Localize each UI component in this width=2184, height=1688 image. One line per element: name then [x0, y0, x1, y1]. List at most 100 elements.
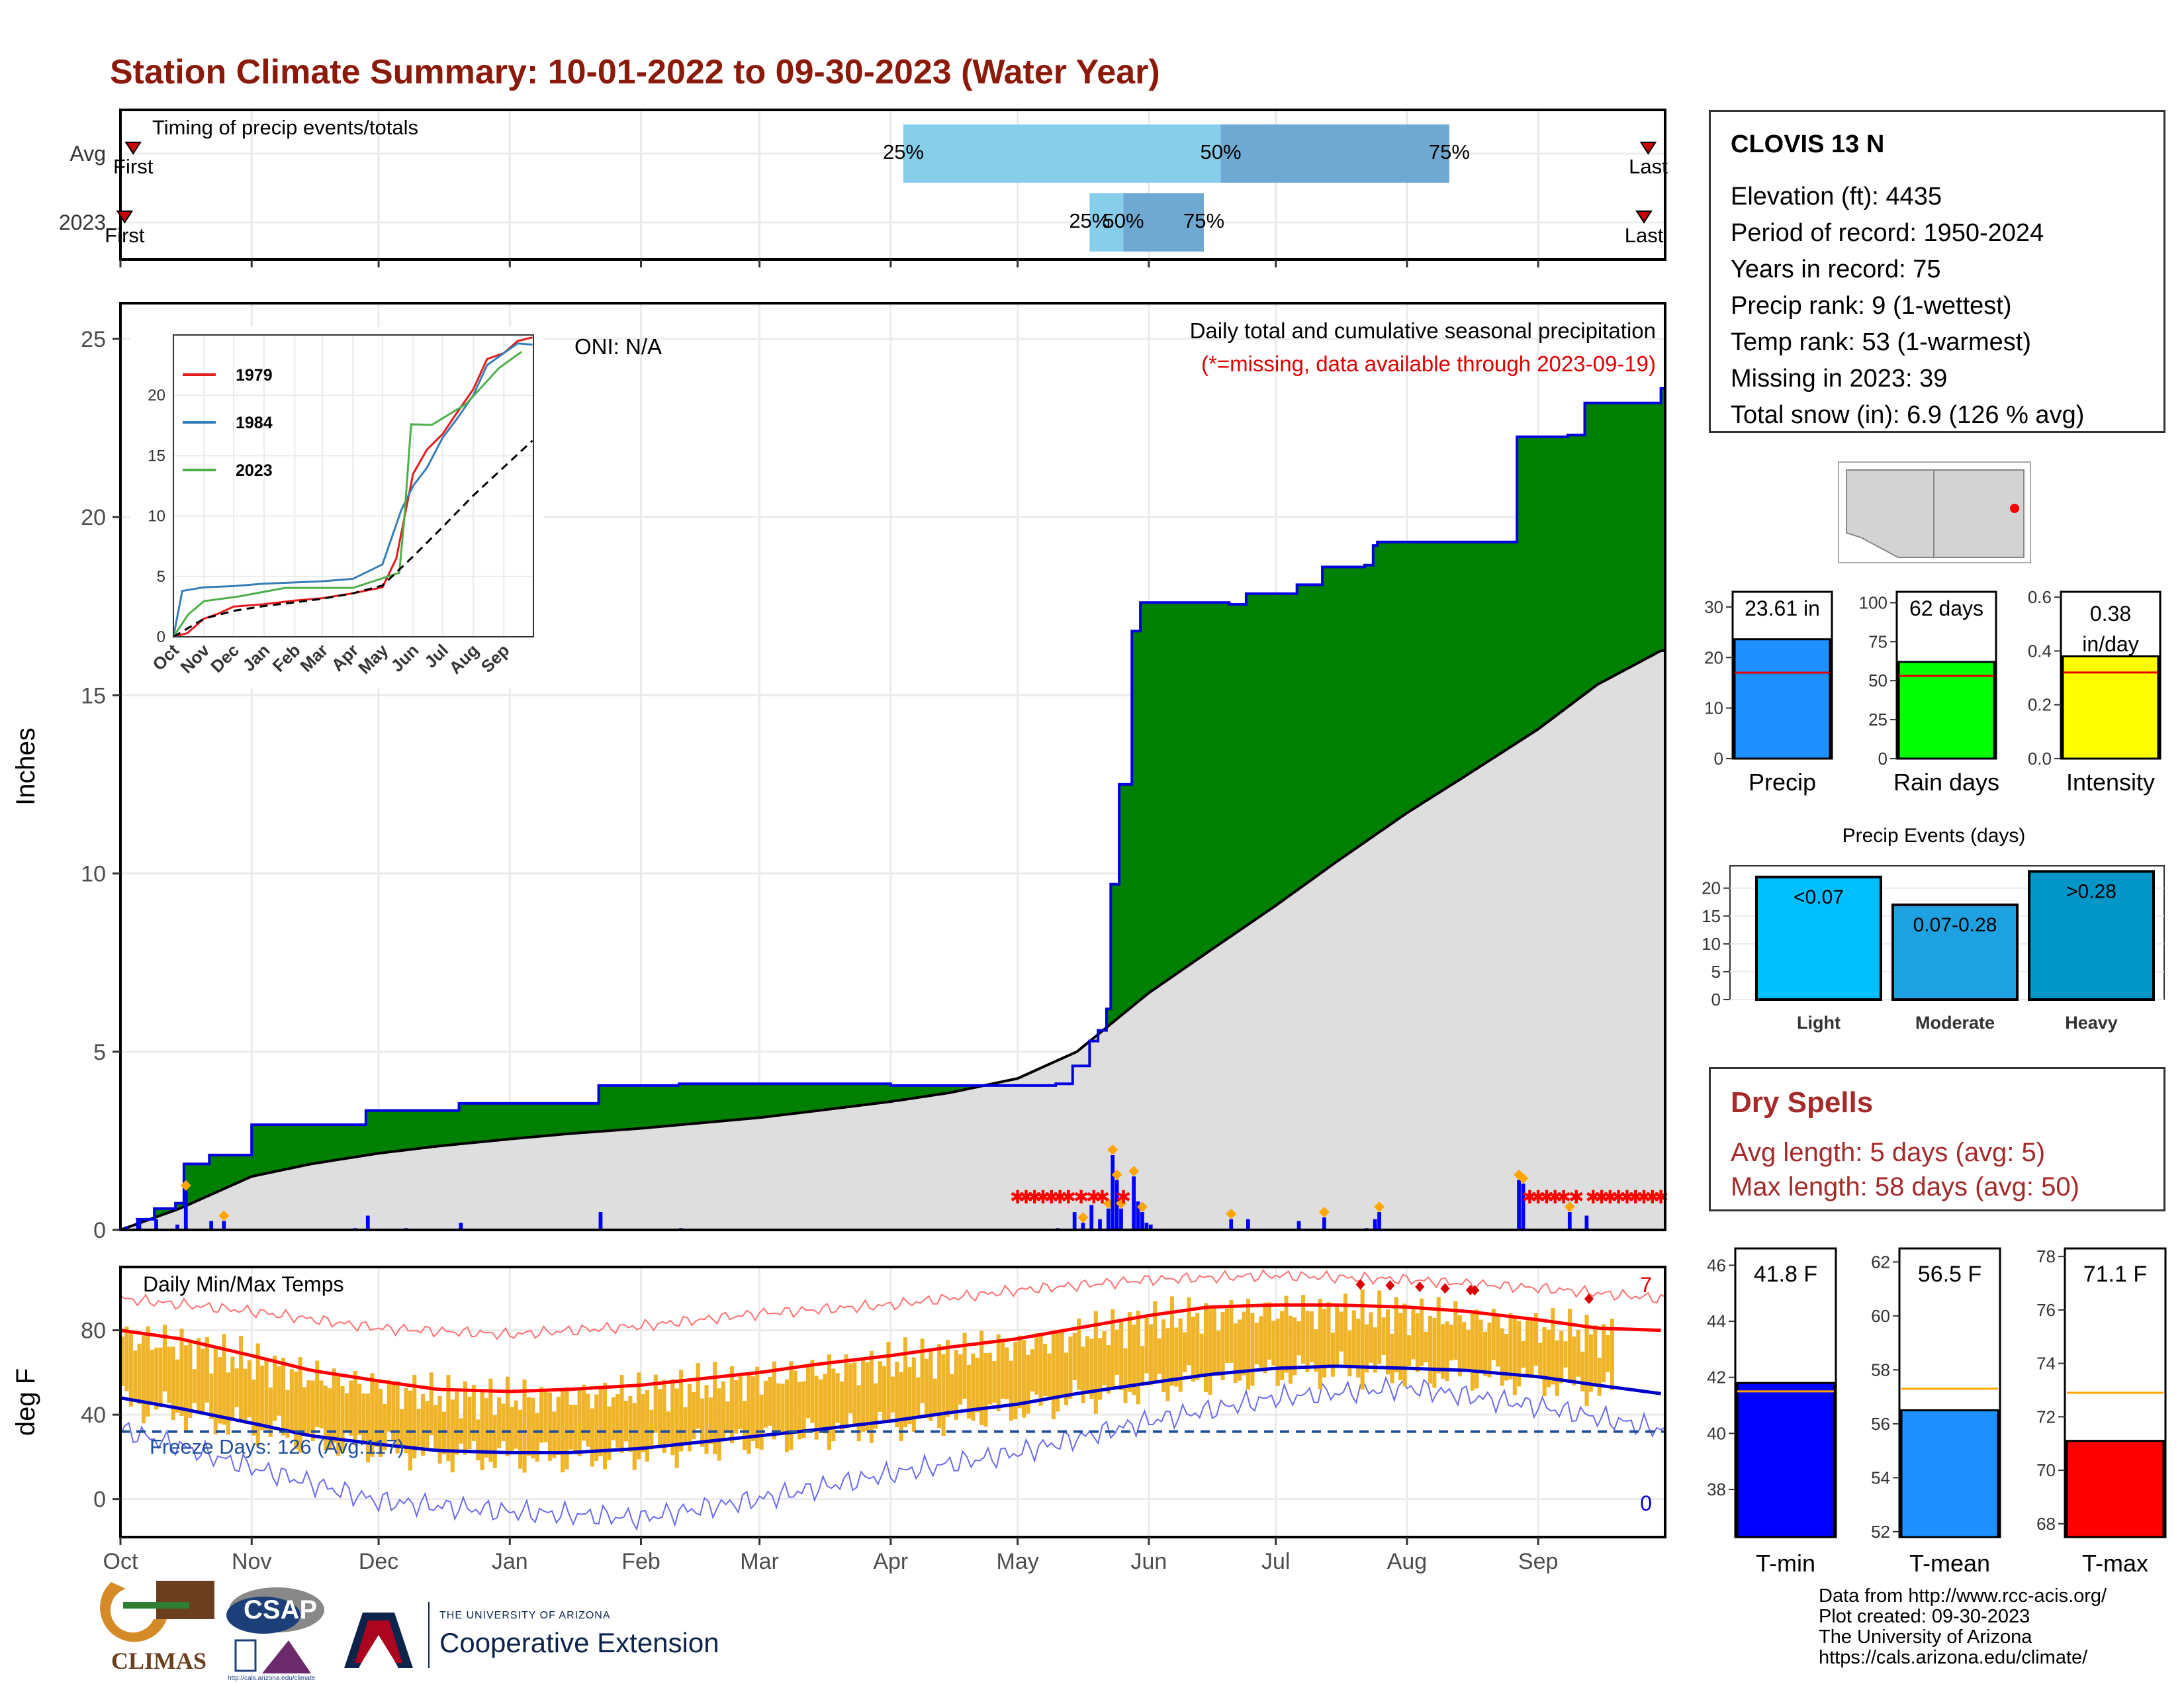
missing-marker: ✱: [1026, 1187, 1042, 1207]
daily-temp-bar: [1449, 1325, 1453, 1361]
daily-temp-bar: [273, 1355, 277, 1421]
daily-temp-bar: [797, 1382, 802, 1440]
daily-temp-bar: [1106, 1345, 1111, 1394]
events-title: Precip Events (days): [1843, 825, 2026, 847]
daily-temp-bar: [768, 1376, 772, 1426]
daily-temp-bar: [1043, 1344, 1048, 1396]
inset-series-line: [173, 440, 533, 638]
daily-temp-bar: [1572, 1336, 1576, 1385]
month-label: Aug: [1387, 1549, 1428, 1574]
temp-frame: [119, 1266, 1666, 1538]
daily-temp-bar: [784, 1379, 790, 1452]
daily-temp-bar: [1584, 1315, 1589, 1406]
daily-temp-bar: [899, 1372, 903, 1441]
daily-temp-bar: [133, 1350, 138, 1401]
timing-2023-q2-bar: [1123, 193, 1204, 252]
daily-temp-bar: [679, 1370, 684, 1452]
daily-temp-bar: [755, 1366, 760, 1449]
daily-temp-bar: [260, 1366, 265, 1430]
temp-summary-tick-label: 58: [1871, 1360, 1890, 1380]
precip-y-tick-label: 15: [81, 683, 106, 708]
above-average-area: [137, 1084, 988, 1224]
daily-temp-bar: [1559, 1331, 1564, 1383]
daily-temp-bar: [361, 1393, 366, 1442]
timing-frame: [119, 109, 1666, 261]
daily-temp-bar: [1259, 1316, 1263, 1368]
daily-temp-bar: [552, 1411, 557, 1458]
daily-temp-bar: [501, 1403, 506, 1442]
dry-spells-max: Max length: 58 days (avg: 50): [1731, 1172, 2079, 1201]
daily-temp-bar: [1212, 1305, 1216, 1376]
station-location-dot: [2010, 504, 2019, 513]
record-high-marker: [1415, 1281, 1425, 1292]
csap-bars-icon: [234, 1639, 257, 1672]
month-axis: Oct Nov Dec Jan Feb Mar Apr May Jun Jul Aug Sep: [103, 1537, 1558, 1574]
events-bar-value: >0.28: [2066, 880, 2116, 902]
daily-temp-bar: [1174, 1327, 1179, 1387]
daily-temp-bar: [734, 1380, 739, 1434]
missing-marker: ✱: [1628, 1187, 1643, 1207]
daily-temp-bar: [154, 1347, 159, 1410]
daily-temp-bar: [416, 1409, 421, 1447]
daily-temp-bar: [1462, 1322, 1467, 1372]
daily-temp-bar: [1538, 1342, 1543, 1378]
daily-temp-bar: [379, 1389, 383, 1457]
summary-tick-label: 30: [1704, 597, 1723, 617]
daily-precip-bar: [154, 1219, 158, 1230]
record-high-count: 7: [1640, 1273, 1652, 1297]
record-high-marker: [1440, 1283, 1450, 1294]
events-bar-label: Heavy: [2065, 1013, 2118, 1033]
daily-temp-bar: [793, 1370, 797, 1434]
record-low-count: 0: [1640, 1491, 1652, 1515]
daily-temp-bar: [425, 1401, 430, 1449]
summary-1-bar: [1897, 661, 1995, 760]
temp-summary-tick-label: 44: [1707, 1311, 1726, 1331]
daily-temp-bar: [979, 1331, 984, 1425]
temp-summary-tick-label: 74: [2036, 1354, 2056, 1374]
ua-logo: [344, 1602, 430, 1668]
daily-temp-bar: [484, 1398, 489, 1458]
timing-row-avg: Avg: [69, 142, 106, 165]
csap-cloud-front-icon: [226, 1597, 300, 1634]
map-state-new-mexico: [1933, 469, 2025, 558]
inset-y-tick-label: 0: [157, 628, 165, 646]
daily-temp-bar: [1119, 1322, 1124, 1391]
credit-url: https://cals.arizona.edu/climate/: [1819, 1647, 2088, 1668]
temp-summary-tick-label: 40: [1707, 1423, 1726, 1443]
daily-temp-bar: [1288, 1315, 1293, 1384]
daily-precip-bar: [1119, 1208, 1123, 1230]
daily-temp-bar: [1546, 1329, 1551, 1387]
daily-temp-bar: [1512, 1316, 1517, 1395]
month-label: Oct: [103, 1549, 138, 1574]
daily-temp-bar: [1051, 1334, 1056, 1420]
daily-temp-bar: [1508, 1313, 1513, 1380]
daily-temp-bar: [137, 1343, 142, 1404]
daily-temp-bar: [213, 1348, 218, 1434]
station-info-box: CLOVIS 13 N Elevation (ft): 4435 Period …: [1709, 110, 2165, 433]
daily-temp-bar: [1216, 1331, 1221, 1376]
daily-temp-bar: [1238, 1319, 1242, 1381]
daily-temp-bar: [582, 1384, 586, 1441]
summary-value-unit: in/day: [2082, 632, 2138, 656]
daily-temp-bar: [471, 1384, 476, 1441]
credit-created: Plot created: 09-30-2023: [1819, 1606, 2030, 1627]
daily-temp-bar: [1111, 1309, 1115, 1388]
daily-temp-bar: [713, 1362, 717, 1454]
summary-bars: 0 10 20 30 23.61 in Precip 0 25 50 75 100 62 days Ra…: [1704, 587, 2161, 796]
daily-temp-bar: [1144, 1316, 1149, 1374]
station-period: Period of record: 1950-2024: [1731, 219, 2044, 247]
precip-annotation-title: Daily total and cumulative seasonal prec…: [1190, 318, 1656, 343]
month-label: Nov: [232, 1549, 271, 1574]
timing-avg-p50-label: 50%: [1201, 140, 1242, 164]
snow-marker: [1374, 1201, 1385, 1213]
daily-precip-bar: [137, 1219, 142, 1230]
daily-temp-bar: [167, 1346, 171, 1403]
daily-temp-bar: [1385, 1309, 1390, 1375]
daily-temp-bar: [920, 1338, 925, 1403]
daily-temp-bar: [1517, 1321, 1522, 1387]
daily-temp-bar: [590, 1408, 594, 1467]
daily-temp-bar: [1093, 1311, 1098, 1414]
daily-temp-bar: [1309, 1311, 1314, 1362]
